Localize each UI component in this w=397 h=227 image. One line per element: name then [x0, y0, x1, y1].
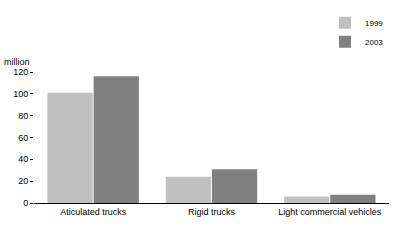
svg-text:80: 80 [18, 111, 28, 121]
svg-text:Rigid trucks: Rigid trucks [188, 207, 236, 217]
svg-text:60: 60 [18, 133, 28, 143]
svg-text:2003: 2003 [365, 38, 383, 47]
svg-text:Aticulated trucks: Aticulated trucks [60, 207, 127, 217]
svg-text:0: 0 [23, 198, 28, 208]
svg-text:1999: 1999 [365, 19, 383, 28]
svg-text:million: million [4, 57, 30, 67]
svg-text:20: 20 [18, 176, 28, 186]
svg-text:40: 40 [18, 154, 28, 164]
svg-text:120: 120 [13, 67, 28, 77]
svg-text:Light commercial vehicles: Light commercial vehicles [278, 207, 382, 217]
svg-text:100: 100 [13, 89, 28, 99]
